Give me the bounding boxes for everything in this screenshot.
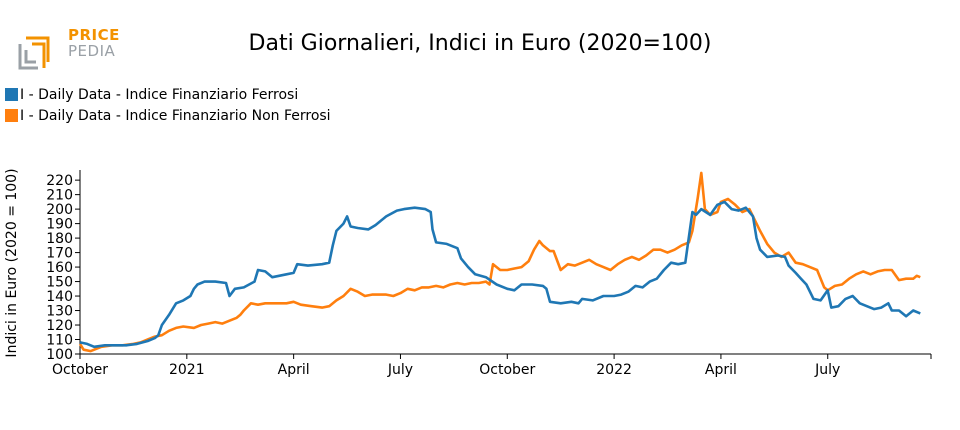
chart-series: [78, 171, 921, 353]
x-tick-label: 2021: [169, 362, 205, 378]
x-tick-label: October: [52, 362, 108, 378]
y-tick-label: 190: [46, 217, 73, 233]
y-tick-label: 180: [46, 231, 73, 247]
legend-swatch-non-ferrosi: [5, 109, 18, 122]
series-line-ferrosi[interactable]: [79, 200, 921, 349]
y-tick-label: 110: [46, 333, 73, 349]
x-tick-label: October: [479, 362, 535, 378]
y-tick-label: 160: [46, 260, 73, 276]
chart-legend: I - Daily Data - Indice Finanziario Ferr…: [5, 84, 331, 126]
chart-title: Dati Giornalieri, Indici in Euro (2020=1…: [248, 31, 712, 56]
logo-text-pedia: PEDIA: [68, 42, 116, 60]
legend-item-non-ferrosi[interactable]: I - Daily Data - Indice Finanziario Non …: [5, 105, 331, 126]
y-tick-label: 100: [46, 347, 73, 363]
y-tick-label: 220: [46, 173, 73, 189]
pricepedia-logo-mark: [18, 36, 50, 70]
x-tick-label: July: [814, 362, 840, 378]
y-tick-label: 120: [46, 318, 73, 334]
series-line-non-ferrosi[interactable]: [78, 171, 921, 353]
x-tick-label: July: [387, 362, 413, 378]
y-tick-label: 170: [46, 246, 73, 262]
y-axis-label: Indici in Euro (2020 = 100): [4, 168, 20, 357]
legend-swatch-ferrosi: [5, 88, 18, 101]
legend-label-non-ferrosi: I - Daily Data - Indice Finanziario Non …: [20, 107, 331, 124]
x-tick-label: April: [278, 362, 310, 378]
y-tick-label: 210: [46, 188, 73, 204]
logo-text-price: PRICE: [68, 26, 120, 44]
y-tick-label: 200: [46, 202, 73, 218]
x-tick-label: 2022: [596, 362, 632, 378]
legend-label-ferrosi: I - Daily Data - Indice Finanziario Ferr…: [20, 86, 299, 103]
pricepedia-logo: PRICE PEDIA: [18, 24, 128, 76]
y-tick-label: 130: [46, 304, 73, 320]
y-tick-label: 150: [46, 275, 73, 291]
legend-item-ferrosi[interactable]: I - Daily Data - Indice Finanziario Ferr…: [5, 84, 331, 105]
x-tick-label: April: [705, 362, 737, 378]
y-tick-label: 140: [46, 289, 73, 305]
